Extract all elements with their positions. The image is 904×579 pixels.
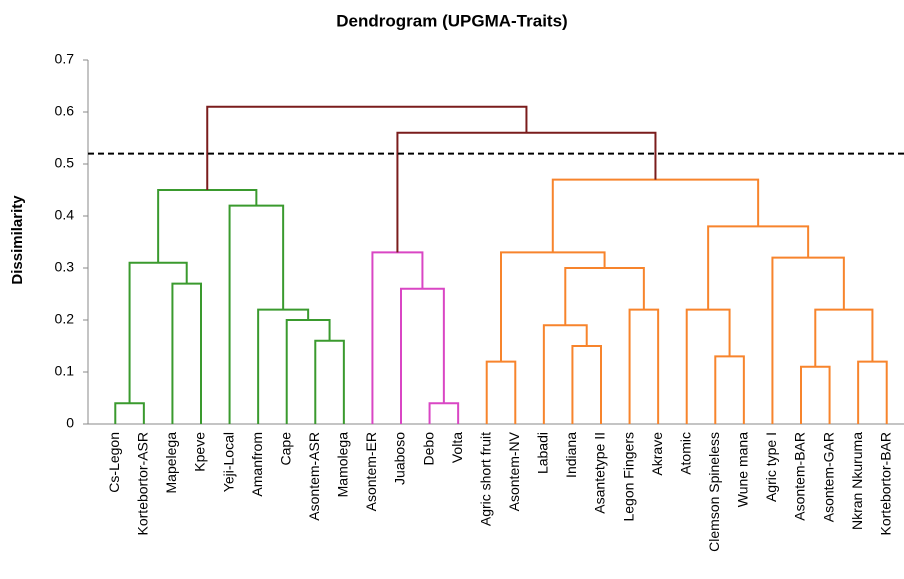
dendrogram-link: [228, 204, 285, 424]
leaf-label: Asontem-BAR: [792, 432, 808, 521]
dendrogram-link: [628, 308, 660, 424]
leaf-label: Agric short fruit: [477, 432, 493, 526]
leaf-label: Cs-Legon: [106, 432, 122, 493]
dendrogram-link: [428, 402, 460, 424]
dendrogram-link: [171, 282, 202, 424]
y-tick-label: 0.2: [55, 311, 75, 327]
leaf-label: Labadi: [535, 432, 551, 474]
leaf-label: Legon Fingers: [620, 432, 636, 522]
leaf-label: Atomic: [677, 432, 693, 475]
leaf-label: Asontem-NV: [506, 431, 522, 511]
y-tick-label: 0.3: [55, 259, 75, 275]
dendrogram-link: [371, 251, 424, 424]
y-tick-label: 0.1: [55, 363, 75, 379]
dendrogram-link: [564, 267, 645, 326]
leaf-label: Debo: [420, 432, 436, 466]
leaf-label: Akrave: [649, 432, 665, 476]
dendrogram-link: [206, 105, 528, 190]
dendrogram-link: [542, 324, 588, 424]
dendrogram-link: [285, 319, 331, 424]
dendrogram-link: [771, 256, 845, 424]
dendrogram-link: [314, 339, 345, 424]
y-tick-label: 0.7: [55, 51, 75, 67]
dendrogram-link: [396, 131, 657, 253]
dendrogram-link: [114, 402, 145, 424]
leaf-label: Mamolega: [335, 432, 351, 498]
y-tick-label: 0.4: [55, 207, 75, 223]
leaf-label: Mapelega: [163, 432, 179, 494]
leaf-label: Agric type I: [763, 432, 779, 502]
dendrogram-link: [800, 365, 831, 424]
leaf-label: Yeji-Local: [220, 432, 236, 492]
leaf-label: Kpeve: [192, 432, 208, 472]
leaf-label: Asantetype II: [592, 432, 608, 514]
leaf-label: Asontem-GAR: [820, 432, 836, 522]
chart-title: Dendrogram (UPGMA-Traits): [336, 11, 567, 30]
dendrogram-link: [551, 178, 760, 253]
dendrogram-link: [157, 189, 258, 263]
dendrogram-link: [857, 360, 888, 424]
dendrogram-link: [714, 355, 745, 424]
leaf-label: Cape: [277, 432, 293, 466]
leaf-label: Wune mana: [735, 432, 751, 507]
leaf-label: Amanfrom: [249, 432, 265, 497]
leaf-label: Kortebortor-BAR: [877, 432, 893, 535]
leaf-label: Asontem-ER: [363, 432, 379, 511]
y-tick-label: 0.5: [55, 155, 75, 171]
dendrogram-link: [571, 345, 602, 424]
dendrogram-link: [707, 225, 810, 310]
leaf-label: Juaboso: [392, 432, 408, 485]
y-tick-label: 0.6: [55, 103, 75, 119]
y-tick-label: 0: [66, 415, 74, 431]
dendrogram-link: [257, 308, 310, 424]
leaf-label: Clemson Spineless: [706, 432, 722, 552]
leaf-label: Volta: [449, 432, 465, 463]
leaf-label: Indiana: [563, 432, 579, 478]
y-axis-label: Dissimilarity: [9, 195, 26, 285]
leaf-label: Asontem-ASR: [306, 432, 322, 521]
leaf-label: Nkran Nkuruma: [849, 432, 865, 530]
dendrogram-link: [485, 360, 517, 424]
dendrogram-link: [814, 308, 874, 367]
dendrogram-link: [685, 308, 731, 424]
leaf-label: Kortebortor-ASR: [135, 432, 151, 535]
